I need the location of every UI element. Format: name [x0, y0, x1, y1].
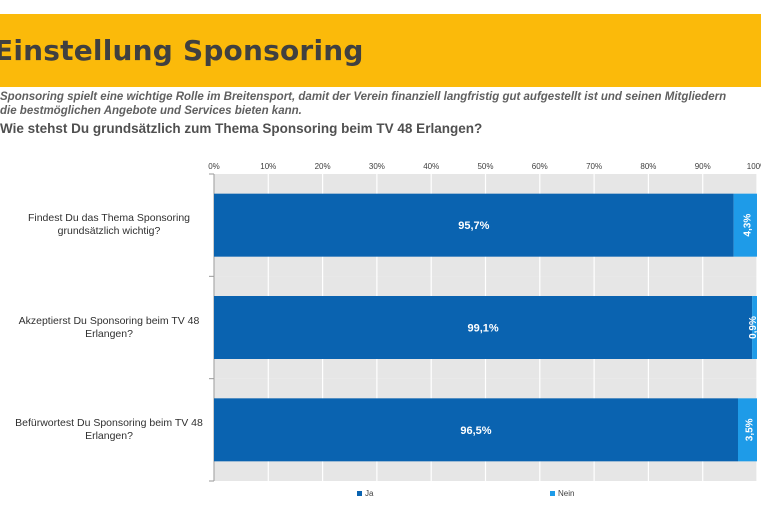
x-tick-label: 20%: [315, 162, 331, 171]
x-tick-label: 50%: [477, 162, 493, 171]
data-label-nein: 0,9%: [748, 316, 759, 339]
category-label-line: Akzeptierst Du Sponsoring beim TV 48: [18, 314, 200, 327]
intro-text: Sponsoring spielt eine wichtige Rolle im…: [0, 90, 761, 118]
x-tick-label: 10%: [260, 162, 276, 171]
category-label-line: Erlangen?: [85, 327, 133, 340]
bar-ja-2: [214, 296, 753, 359]
bar-nein-2: [752, 296, 757, 359]
data-label-nein: 4,3%: [742, 214, 753, 237]
data-label-ja: 95,7%: [458, 220, 489, 232]
category-label-line: Findest Du das Thema Sponsoring: [27, 212, 191, 225]
top-strip: [0, 0, 761, 14]
x-tick-label: 40%: [423, 162, 439, 171]
x-tick-label: 60%: [532, 162, 548, 171]
legend-swatch-ja: [357, 491, 362, 496]
category-label-2: Akzeptierst Du Sponsoring beim TV 48 Erla…: [14, 315, 204, 341]
category-label-3: Befürwortest Du Sponsoring beim TV 48 Erl…: [14, 417, 204, 443]
data-label-ja: 96,5%: [460, 425, 491, 437]
category-label-line: Erlangen?: [85, 429, 133, 442]
bar-ja-3: [214, 398, 738, 462]
category-label-1: Findest Du das Thema Sponsoring grundsätz…: [14, 212, 204, 238]
category-label-line: Befürwortest Du Sponsoring beim TV 48: [15, 416, 203, 429]
x-tick-label: 80%: [640, 162, 656, 171]
bar-nein-3: [737, 398, 757, 462]
title-banner: Einstellung Sponsoring: [0, 14, 761, 87]
data-label-ja: 99,1%: [467, 323, 498, 335]
x-tick-label: 70%: [586, 162, 602, 171]
x-tick-label: 90%: [695, 162, 711, 171]
x-tick-label: 100%: [747, 162, 761, 171]
bar-ja-1: [214, 193, 734, 257]
data-label-nein: 3,5%: [744, 418, 755, 441]
x-tick-label: 0%: [208, 162, 220, 171]
intro-line-2: die bestmöglichen Angebote und Services …: [0, 105, 302, 117]
legend-swatch-nein: [550, 491, 555, 496]
page-title: Einstellung Sponsoring: [0, 34, 364, 67]
x-tick-label: 30%: [369, 162, 385, 171]
legend-label-nein: Nein: [558, 489, 574, 498]
stacked-bar-chart: 0% 10% 20% 30% 40% 50% 60% 70% 80% 90% 100% 95,7% 4,…: [208, 162, 761, 498]
intro-line-1: Sponsoring spielt eine wichtige Rolle im…: [0, 91, 727, 103]
legend-label-ja: Ja: [365, 489, 374, 498]
category-label-line: grundsätzlich wichtig?: [57, 225, 161, 238]
bar-nein-1: [733, 193, 757, 257]
survey-question: Wie stehst Du grundsätzlich zum Thema Sp…: [0, 121, 483, 136]
